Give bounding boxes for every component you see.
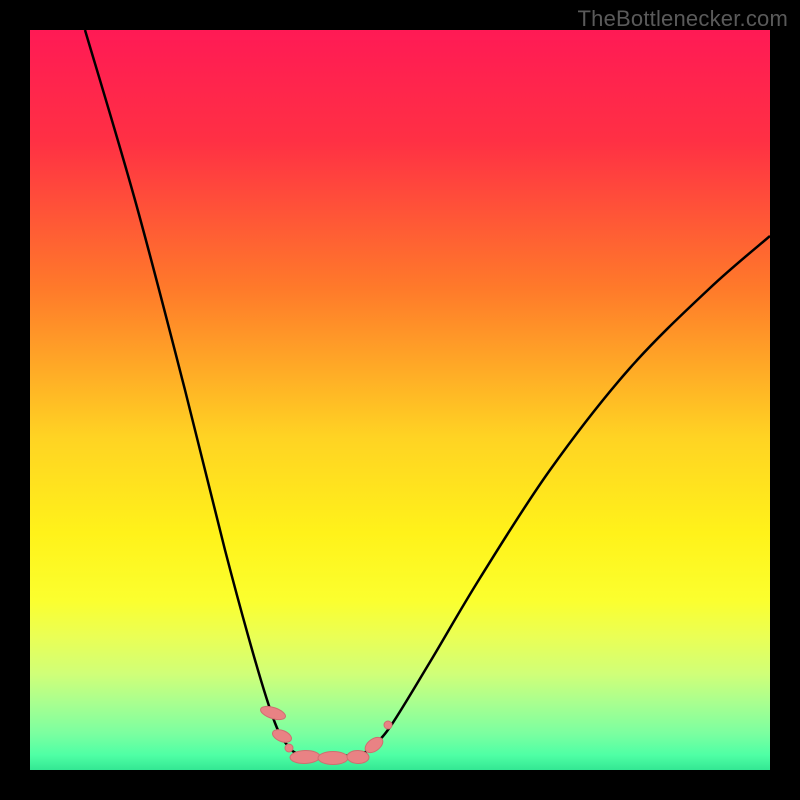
chart-svg <box>30 30 770 770</box>
curve-marker <box>318 752 348 765</box>
curve-marker <box>347 750 369 764</box>
watermark-text: TheBottlenecker.com <box>578 6 788 32</box>
curve-marker <box>384 721 392 729</box>
plot-area <box>30 30 770 770</box>
gradient-background <box>30 30 770 770</box>
chart-frame: TheBottlenecker.com <box>0 0 800 800</box>
curve-marker <box>285 744 293 752</box>
